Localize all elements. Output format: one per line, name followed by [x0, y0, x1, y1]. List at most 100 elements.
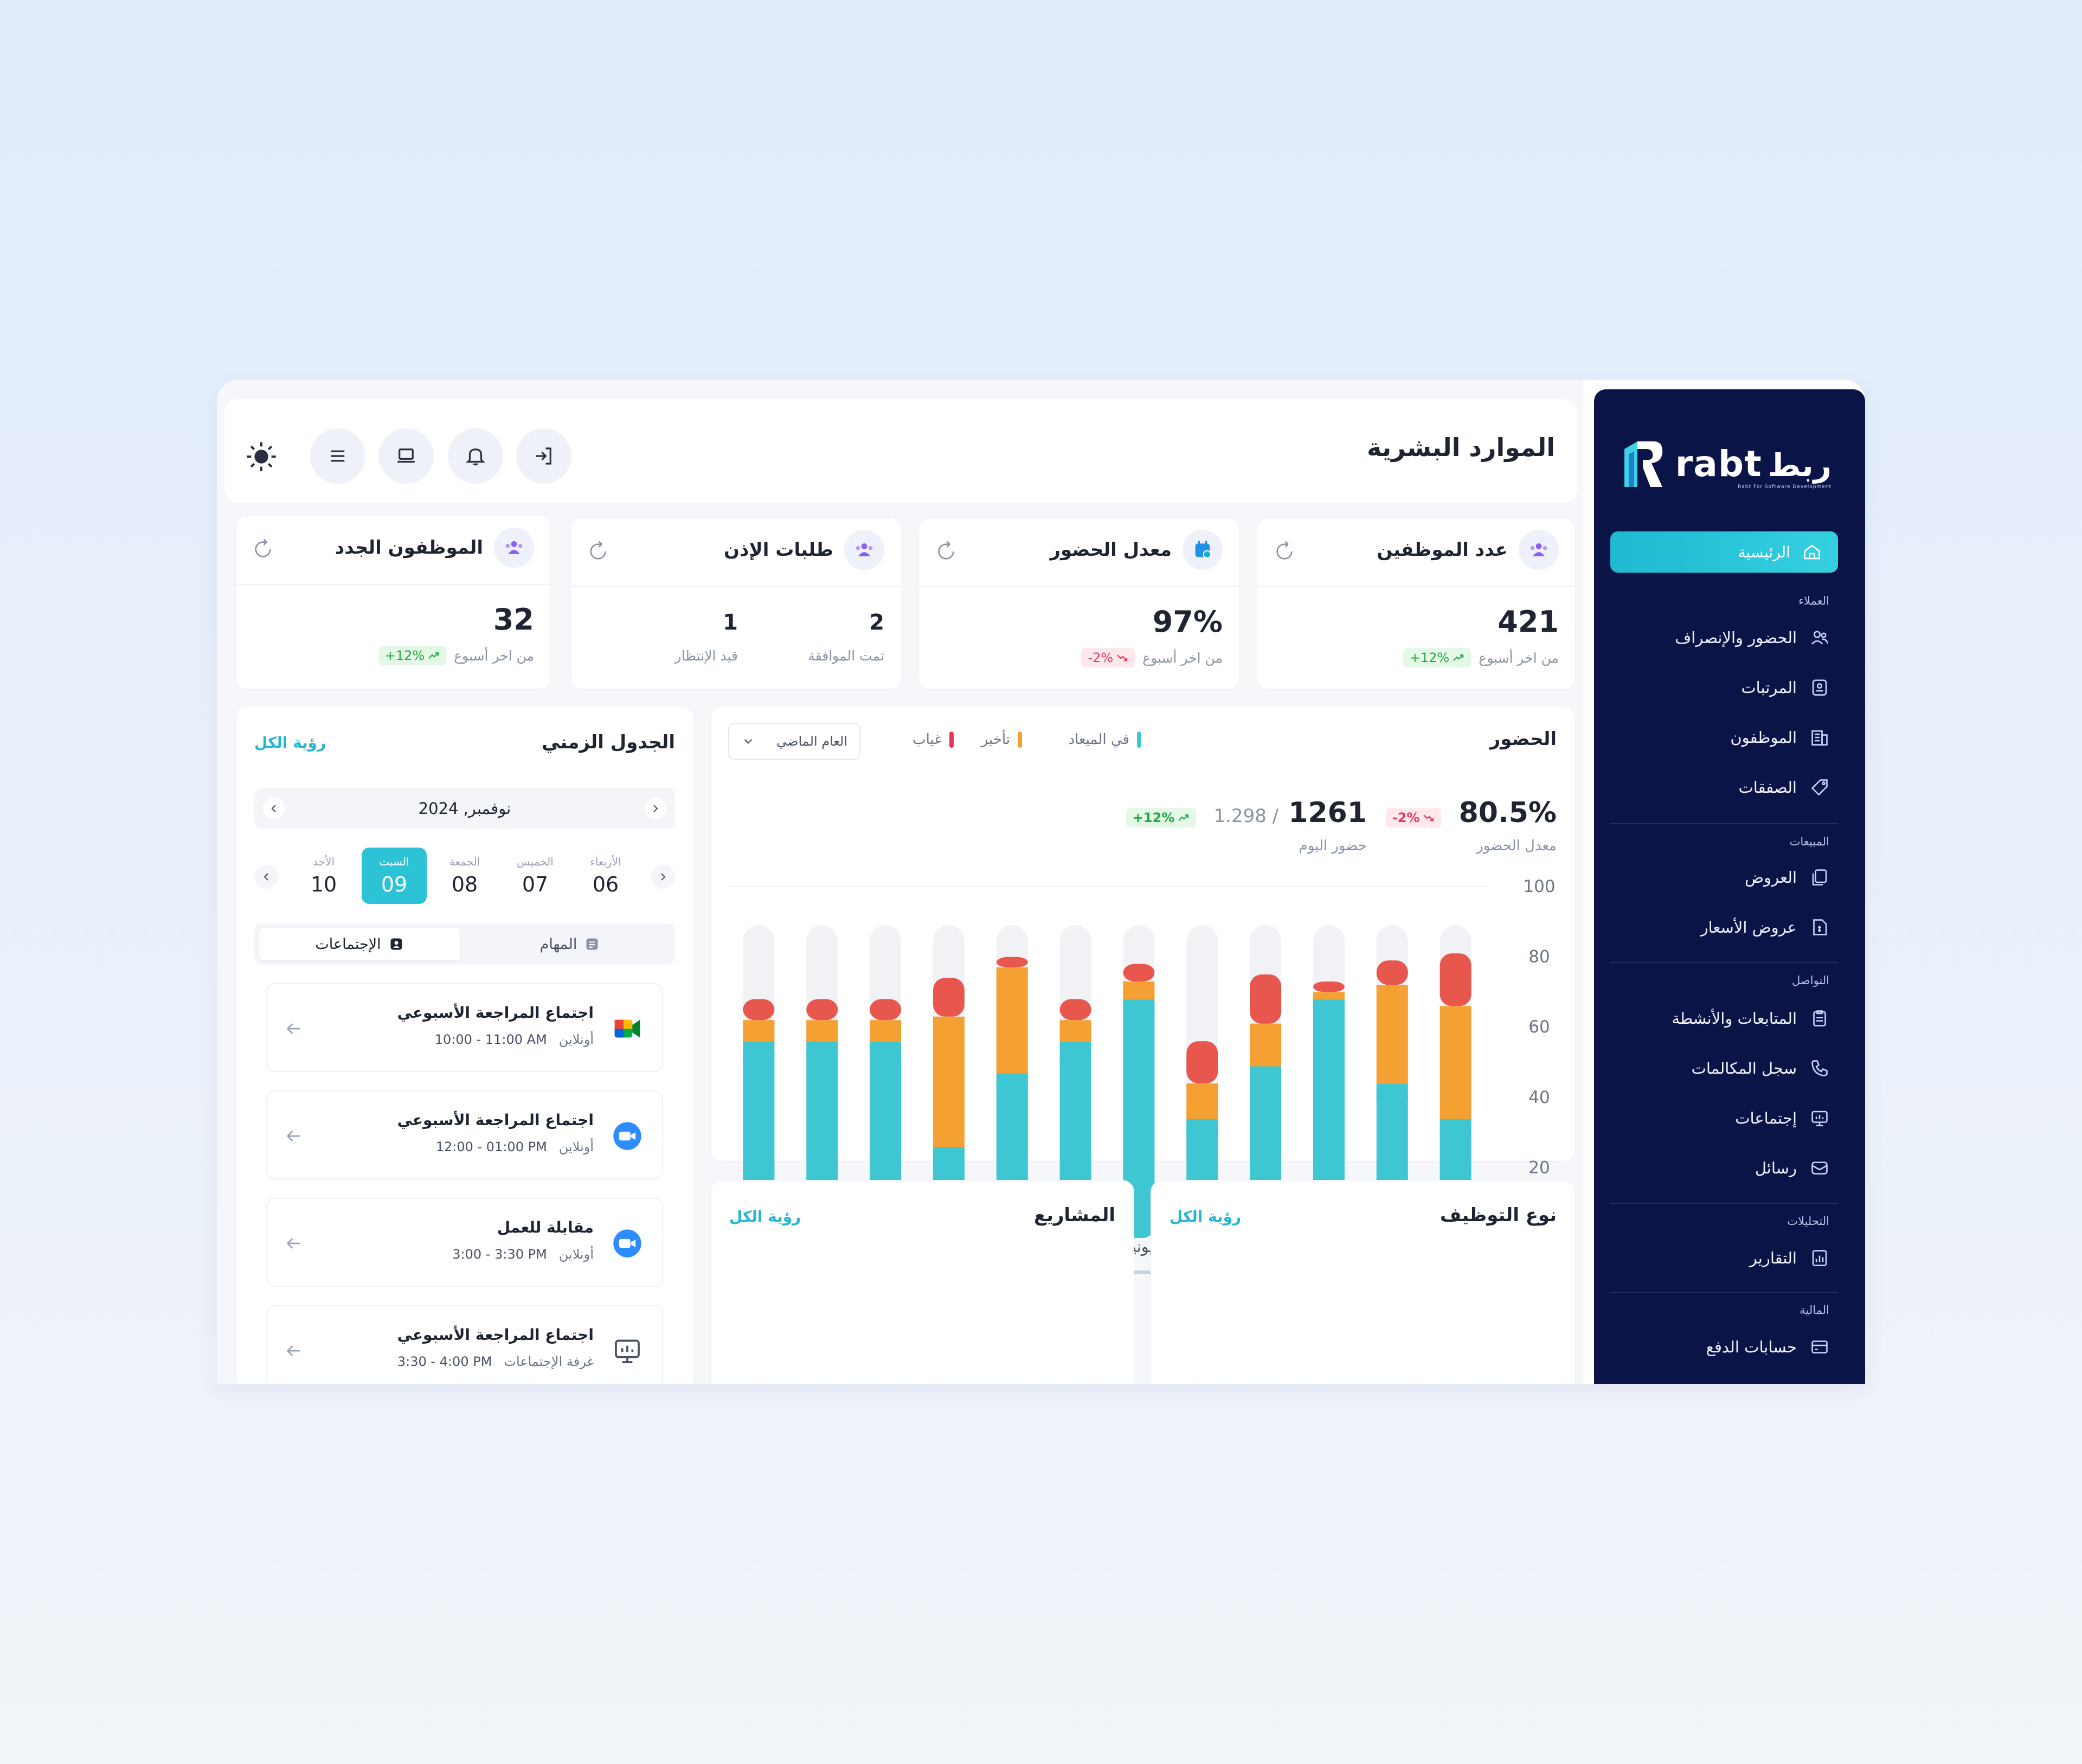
sidebar-item-payment-accounts[interactable]: حسابات الدفع	[1706, 1337, 1829, 1357]
chevron-left-icon	[271, 805, 276, 812]
stat-title: طلبات الإذن	[724, 539, 833, 561]
day-strip: الأربعاء 06 الخميس 07 الجمعة 08 السبت 09 الأ…	[254, 848, 675, 905]
day-item[interactable]: الجمعة 08	[432, 848, 497, 904]
change-badge: -2%	[1385, 808, 1442, 828]
approved-value: 2	[869, 610, 884, 635]
y-tick-label: 40	[1528, 1088, 1550, 1107]
sidebar-item-offers[interactable]: العروض	[1745, 868, 1829, 887]
sidebar-item-label: الموظفون	[1730, 728, 1797, 747]
refresh-icon[interactable]	[587, 541, 609, 562]
sidebar-item-label: عروض الأسعار	[1700, 918, 1797, 936]
sidebar-item-label: الرئيسية	[1738, 543, 1790, 561]
sidebar-item-home[interactable]: الرئيسية	[1610, 531, 1838, 573]
chart-title: الحضور	[1489, 728, 1557, 750]
legend-on-time[interactable]: في الميعاد	[1069, 732, 1141, 748]
screen-button[interactable]	[378, 428, 434, 484]
refresh-icon[interactable]	[252, 538, 274, 560]
day-item[interactable]: الأربعاء 06	[573, 848, 638, 904]
prev-month-button[interactable]	[645, 798, 666, 819]
trend-up-icon	[1178, 814, 1189, 821]
logout-button[interactable]	[516, 428, 571, 484]
logo: rabt ربط Rabt For Software Development	[1621, 438, 1832, 490]
bar-segment	[806, 1020, 838, 1042]
badge-value: +12%	[384, 648, 425, 663]
prev-days-button[interactable]	[651, 865, 675, 889]
stat-card-attendance-rate: معدل الحضور 97% من اخر أسبوع -2%	[918, 517, 1239, 690]
sidebar-item-quotes[interactable]: عروض الأسعار	[1701, 918, 1829, 937]
notifications-button[interactable]	[448, 428, 503, 484]
see-all-link[interactable]: رؤية الكل	[254, 734, 326, 752]
day-name: الأربعاء	[590, 855, 621, 868]
meeting-place: أونلاين	[558, 1247, 594, 1262]
day-item-selected[interactable]: السبت 09	[362, 848, 427, 904]
sidebar-item-deals[interactable]: الصفقات	[1738, 778, 1829, 797]
legend-absent[interactable]: غياب	[913, 732, 954, 748]
stat-period: من اخر أسبوع	[1142, 650, 1223, 666]
meeting-item[interactable]: مقابلة للعمل أونلاين 3:00 - 3:30 PM	[266, 1198, 663, 1287]
see-all-link[interactable]: رؤية الكل	[1169, 1208, 1242, 1226]
see-all-link[interactable]: رؤية الكل	[729, 1208, 801, 1226]
meeting-item[interactable]: اجتماع المراجعة الأسبوعي غرفة الإجتماعات…	[266, 1305, 663, 1384]
sidebar-divider	[1610, 1292, 1838, 1293]
calendar-icon	[1183, 530, 1223, 570]
sidebar-divider	[1610, 823, 1838, 824]
stat-value: 421	[1498, 605, 1559, 639]
tab-label: المهام	[539, 935, 577, 953]
y-tick-label: 100	[1523, 877, 1555, 896]
refresh-icon[interactable]	[935, 541, 957, 562]
sidebar-item-reports[interactable]: التقارير	[1750, 1248, 1829, 1268]
home-icon	[1802, 542, 1822, 562]
tab-meetings[interactable]: الإجتماعات	[259, 928, 460, 960]
theme-toggle-sun-icon[interactable]	[244, 439, 279, 474]
sidebar-item-label: المتابعات والأنشطة	[1672, 1009, 1797, 1028]
next-month-button[interactable]	[263, 798, 285, 819]
menu-button[interactable]	[310, 428, 365, 484]
bar-segment	[1250, 974, 1282, 1024]
sidebar-item-call-log[interactable]: سجل المكالمات	[1692, 1059, 1829, 1078]
day-number: 10	[310, 873, 337, 896]
day-item[interactable]: الخميس 07	[503, 848, 568, 904]
presentation-icon	[1810, 1108, 1829, 1128]
sidebar-item-label: العروض	[1745, 868, 1797, 887]
copy-icon	[1810, 868, 1829, 887]
meeting-item[interactable]: اجتماع المراجعة الأسبوعي أونلاين 10:00 - …	[266, 983, 663, 1072]
sidebar-item-meetings[interactable]: إجتماعات	[1735, 1108, 1829, 1128]
legend-late[interactable]: تأخير	[981, 732, 1022, 748]
bar-segment	[1376, 1083, 1408, 1100]
page-title: الموارد البشرية	[1367, 433, 1555, 462]
period-dropdown[interactable]: العام الماضي	[728, 723, 860, 760]
mail-icon	[1810, 1158, 1829, 1178]
sidebar-group-communication: التواصل	[1792, 974, 1829, 987]
bar-segment	[1059, 999, 1091, 1021]
badge-value: +12%	[1132, 810, 1175, 825]
chevron-right-icon	[661, 873, 666, 881]
trend-down-icon	[1423, 814, 1434, 822]
day-item[interactable]: الأحد 10	[291, 848, 356, 904]
sidebar-item-attendance[interactable]: الحضور والإنصراف	[1675, 628, 1829, 647]
sidebar-item-salaries[interactable]: المرتبات	[1741, 678, 1829, 697]
report-icon	[1810, 1248, 1829, 1268]
chevron-left-icon	[264, 873, 268, 881]
meeting-place: أونلاين	[558, 1032, 594, 1047]
bar-segment	[996, 1073, 1028, 1089]
sidebar-divider	[1610, 1203, 1838, 1204]
kpi-value: 80.5%	[1458, 797, 1557, 829]
legend-label: في الميعاد	[1068, 732, 1129, 748]
sidebar-item-messages[interactable]: رسائل	[1755, 1158, 1829, 1178]
refresh-icon[interactable]	[1274, 541, 1295, 562]
sidebar-item-label: إجتماعات	[1735, 1109, 1797, 1127]
bar-segment	[1186, 1041, 1218, 1083]
phone-icon	[1810, 1059, 1829, 1078]
meeting-place: غرفة الإجتماعات	[504, 1354, 594, 1369]
tab-tasks[interactable]: المهام	[469, 928, 671, 960]
sidebar-item-employees[interactable]: الموظفون	[1730, 728, 1829, 747]
day-name: الجمعة	[449, 855, 480, 868]
chevron-right-icon	[653, 805, 658, 812]
trend-up-icon	[1453, 654, 1464, 661]
next-days-button[interactable]	[254, 865, 278, 889]
sidebar-group-sales: المبيعات	[1789, 835, 1829, 848]
bar-segment	[1186, 1083, 1218, 1119]
bar-segment	[1059, 1041, 1091, 1058]
meeting-item[interactable]: اجتماع المراجعة الأسبوعي أونلاين 12:00 - …	[266, 1091, 663, 1179]
sidebar-item-followups[interactable]: المتابعات والأنشطة	[1672, 1009, 1829, 1028]
